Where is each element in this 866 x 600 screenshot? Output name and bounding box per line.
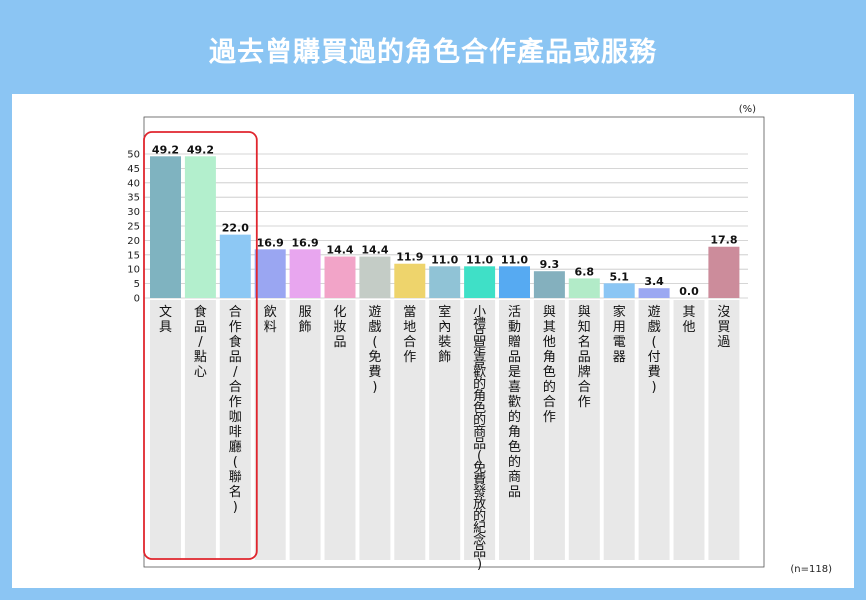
category-band — [568, 300, 600, 560]
data-label: 11.0 — [431, 253, 458, 266]
data-label: 16.9 — [257, 236, 284, 249]
bar — [359, 256, 391, 298]
category-band — [429, 300, 461, 560]
unit-label: (%) — [739, 104, 756, 115]
y-tick-label: 5 — [134, 279, 140, 290]
bar — [708, 246, 740, 298]
bar — [150, 156, 181, 298]
category-band — [673, 300, 705, 560]
bar — [219, 234, 251, 298]
category-label: 其他 — [682, 305, 695, 335]
category-band — [638, 300, 670, 560]
category-label: 合作食品/合作咖啡廳(聯名) — [229, 305, 242, 515]
y-tick-label: 15 — [127, 250, 140, 261]
category-label: 小禮品是喜歡的角色的商品(免費發放的紀念品) — [473, 305, 486, 572]
category-label: 遊戲(免費) — [368, 305, 381, 395]
category-band — [533, 300, 565, 560]
bar — [568, 278, 600, 298]
bar — [603, 283, 635, 298]
data-label: 49.2 — [187, 143, 214, 156]
sample-size-note: (n=118) — [790, 564, 832, 575]
category-label: 室內裝飾 — [438, 304, 451, 365]
bar — [184, 156, 216, 298]
category-band — [708, 300, 740, 560]
category-label: 沒買過 — [717, 305, 730, 350]
data-label: 6.8 — [575, 265, 595, 278]
page-title: 過去曾購買過的角色合作產品或服務 — [209, 37, 657, 68]
y-tick-label: 0 — [134, 294, 140, 305]
category-band — [394, 300, 426, 560]
data-label: 5.1 — [609, 270, 629, 283]
bar — [429, 266, 461, 298]
category-label: 文具 — [159, 305, 172, 335]
category-band — [150, 300, 181, 560]
y-tick-label: 30 — [127, 207, 140, 218]
y-tick-label: 10 — [127, 265, 140, 276]
category-band — [464, 300, 496, 560]
y-tick-label: 35 — [127, 193, 140, 204]
category-band — [499, 300, 530, 560]
category-label: 飲料 — [264, 304, 277, 335]
bar — [324, 256, 356, 298]
category-label: 與其他角色的合作 — [543, 305, 556, 425]
bar — [254, 249, 286, 298]
data-label: 3.4 — [644, 275, 664, 288]
category-label: 當地合作 — [403, 305, 416, 365]
category-label: 與知名品牌合作 — [578, 305, 591, 410]
y-tick-label: 25 — [127, 222, 140, 233]
data-label: 49.2 — [152, 143, 179, 156]
y-tick-label: 50 — [127, 150, 140, 161]
data-label: 0.0 — [679, 285, 699, 298]
category-label: 服飾 — [299, 305, 312, 335]
category-band — [254, 300, 286, 560]
data-label: 11.0 — [501, 253, 528, 266]
y-tick-label: 45 — [127, 164, 140, 175]
data-label: 22.0 — [222, 222, 249, 235]
bar — [394, 263, 426, 298]
chart-panel: 0 5 10 15 20 25 30 35 40 45 50 49.2 49.2 22.0 16.9 16.… — [12, 94, 854, 588]
category-label: 活動贈品是喜歡的角色的商品 — [508, 305, 521, 500]
y-tick-label: 20 — [127, 236, 140, 247]
category-label: 化妝品 — [333, 305, 346, 350]
data-label: 11.0 — [466, 253, 493, 266]
category-label: 家用電器 — [613, 304, 626, 365]
data-label: 11.9 — [396, 251, 423, 264]
category-label: 食品/點心 — [194, 304, 207, 380]
data-label: 14.4 — [361, 244, 388, 257]
bar — [533, 271, 565, 298]
data-label: 9.3 — [540, 258, 560, 271]
category-band — [359, 300, 391, 560]
category-band — [603, 300, 635, 560]
category-band — [219, 300, 251, 560]
data-label: 17.8 — [710, 234, 737, 247]
bar — [289, 249, 321, 298]
category-band — [184, 300, 216, 560]
data-label: 14.4 — [326, 244, 353, 257]
data-label: 16.9 — [292, 236, 319, 249]
bar-chart: 0 5 10 15 20 25 30 35 40 45 50 49.2 49.2 22.0 16.9 16.… — [127, 104, 832, 575]
category-label: 遊戲(付費) — [648, 305, 661, 395]
bar — [499, 266, 530, 298]
highlight-box — [143, 131, 258, 560]
y-tick-label: 40 — [127, 178, 140, 189]
category-band — [289, 300, 321, 560]
bar — [638, 288, 670, 298]
category-band — [324, 300, 356, 560]
bar — [464, 266, 496, 298]
